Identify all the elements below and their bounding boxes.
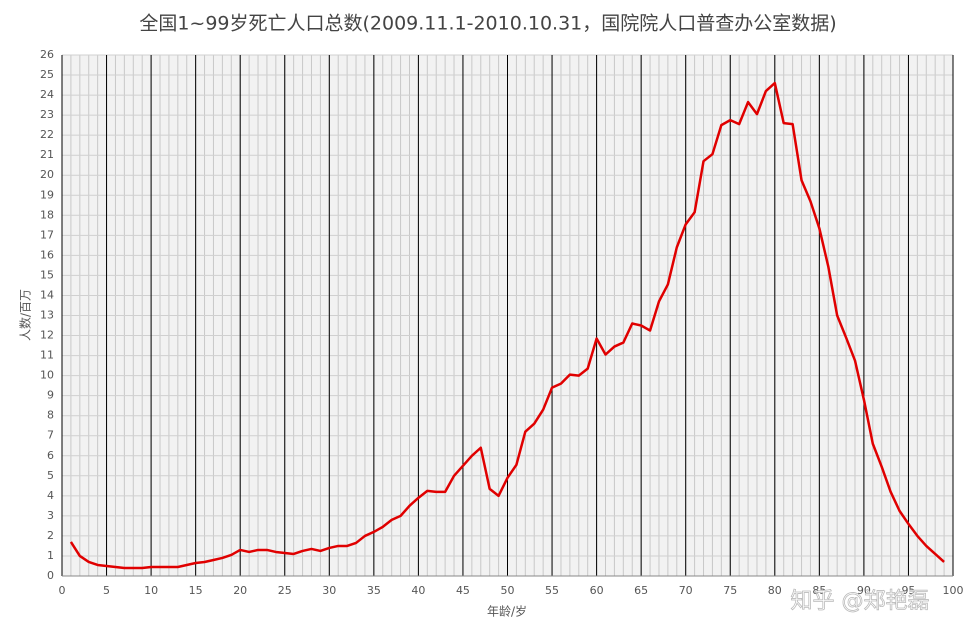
x-axis-label: 年龄/岁 [487, 604, 527, 619]
x-tick-label: 45 [456, 584, 470, 597]
y-tick-label: 2 [47, 529, 54, 542]
y-tick-label: 23 [40, 108, 54, 121]
y-tick-label: 0 [47, 569, 54, 582]
x-tick-label: 60 [590, 584, 604, 597]
y-tick-label: 9 [47, 389, 54, 402]
x-tick-label: 35 [367, 584, 381, 597]
x-tick-label: 95 [901, 584, 915, 597]
y-tick-label: 7 [47, 429, 54, 442]
x-tick-label: 15 [189, 584, 203, 597]
x-tick-label: 100 [943, 584, 964, 597]
y-tick-label: 12 [40, 329, 54, 342]
x-tick-label: 20 [233, 584, 247, 597]
x-tick-label: 70 [679, 584, 693, 597]
x-tick-label: 0 [59, 584, 66, 597]
x-tick-label: 90 [857, 584, 871, 597]
y-tick-label: 19 [40, 188, 54, 201]
chart-title: 全国1~99岁死亡人口总数(2009.11.1-2010.10.31，国院院人口… [139, 13, 836, 35]
x-tick-label: 10 [144, 584, 158, 597]
x-tick-label: 50 [501, 584, 515, 597]
y-tick-label: 5 [47, 469, 54, 482]
y-tick-label: 26 [40, 48, 54, 61]
x-tick-label: 5 [103, 584, 110, 597]
watermark: 知乎 @郑艳磊 [791, 589, 930, 614]
y-tick-label: 25 [40, 68, 54, 81]
x-tick-label: 65 [634, 584, 648, 597]
y-tick-label: 3 [47, 509, 54, 522]
y-tick-label: 6 [47, 449, 54, 462]
x-tick-label: 80 [768, 584, 782, 597]
y-tick-label: 13 [40, 309, 54, 322]
y-tick-label: 4 [47, 489, 54, 502]
x-tick-label: 40 [411, 584, 425, 597]
x-tick-label: 55 [545, 584, 559, 597]
y-tick-label: 11 [40, 349, 54, 362]
x-tick-label: 30 [322, 584, 336, 597]
y-axis-label: 人数/百万 [18, 289, 33, 341]
y-tick-label: 22 [40, 128, 54, 141]
x-tick-label: 75 [723, 584, 737, 597]
y-tick-label: 16 [40, 248, 54, 261]
y-tick-label: 10 [40, 369, 54, 382]
y-tick-label: 8 [47, 409, 54, 422]
x-tick-label: 85 [812, 584, 826, 597]
y-tick-label: 18 [40, 208, 54, 221]
y-tick-label: 24 [40, 88, 54, 101]
y-tick-label: 20 [40, 168, 54, 181]
y-tick-label: 1 [47, 549, 54, 562]
y-tick-label: 17 [40, 228, 54, 241]
y-tick-label: 21 [40, 148, 54, 161]
y-tick-label: 15 [40, 268, 54, 281]
x-tick-label: 25 [278, 584, 292, 597]
y-tick-label: 14 [40, 288, 54, 301]
line [69, 81, 945, 570]
